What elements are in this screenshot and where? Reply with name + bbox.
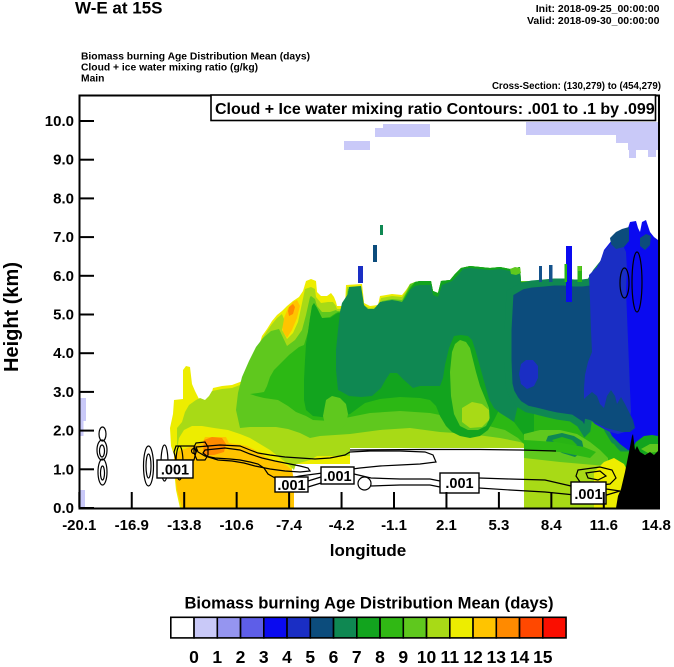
svg-text:W-E at 15S: W-E at 15S [75, 0, 163, 18]
svg-text:8.0: 8.0 [53, 190, 74, 207]
svg-text:Main: Main [81, 74, 104, 85]
svg-text:10: 10 [417, 647, 437, 667]
svg-text:-16.9: -16.9 [115, 517, 149, 534]
svg-text:.001: .001 [445, 476, 473, 492]
svg-text:6: 6 [329, 647, 339, 667]
svg-text:10.0: 10.0 [45, 113, 74, 130]
svg-text:Init: 2018-09-25_00:00:00: Init: 2018-09-25_00:00:00 [536, 3, 660, 15]
svg-text:15: 15 [533, 647, 553, 667]
svg-text:8.4: 8.4 [541, 517, 563, 534]
svg-text:-20.1: -20.1 [62, 517, 96, 534]
svg-text:.001: .001 [323, 469, 351, 485]
svg-text:Cloud + ice water mixing ratio: Cloud + ice water mixing ratio (g/kg) [81, 63, 258, 74]
svg-text:0.0: 0.0 [53, 500, 74, 517]
svg-text:.001: .001 [161, 463, 189, 479]
svg-text:2.1: 2.1 [436, 517, 457, 534]
svg-text:-1.1: -1.1 [381, 517, 407, 534]
svg-text:Biomass burning Age Distributi: Biomass burning Age Distribution Mean (d… [184, 594, 553, 613]
svg-text:longitude: longitude [330, 541, 406, 560]
svg-text:1: 1 [212, 647, 222, 667]
svg-text:7: 7 [352, 647, 362, 667]
svg-text:14.8: 14.8 [642, 517, 671, 534]
svg-text:Height (km): Height (km) [1, 262, 23, 372]
svg-text:11: 11 [441, 647, 460, 667]
svg-text:1.0: 1.0 [53, 461, 74, 478]
svg-text:3.0: 3.0 [53, 384, 74, 401]
svg-text:7.0: 7.0 [53, 229, 74, 246]
svg-text:0: 0 [189, 647, 199, 667]
svg-text:2.0: 2.0 [53, 423, 74, 440]
svg-text:4.0: 4.0 [53, 345, 74, 362]
svg-text:.001: .001 [574, 487, 602, 503]
svg-text:Cross-Section: (130,279) to (4: Cross-Section: (130,279) to (454,279) [492, 81, 661, 92]
svg-text:2: 2 [236, 647, 246, 667]
svg-text:Biomass burning Age Distributi: Biomass burning Age Distribution Mean (d… [81, 52, 310, 63]
svg-text:8: 8 [375, 647, 385, 667]
svg-text:-13.8: -13.8 [167, 517, 201, 534]
svg-text:-4.2: -4.2 [329, 517, 355, 534]
svg-text:Valid: 2018-09-30_00:00:00: Valid: 2018-09-30_00:00:00 [527, 15, 660, 27]
svg-text:5.3: 5.3 [488, 517, 509, 534]
svg-text:4: 4 [282, 647, 292, 667]
svg-text:12: 12 [463, 647, 483, 667]
svg-text:3: 3 [259, 647, 269, 667]
svg-text:Cloud + Ice water mixing ratio: Cloud + Ice water mixing ratio Contours:… [215, 101, 655, 118]
svg-text:14: 14 [510, 647, 530, 667]
svg-text:11.6: 11.6 [590, 517, 618, 534]
svg-text:5: 5 [305, 647, 315, 667]
svg-text:9: 9 [398, 647, 408, 667]
svg-text:9.0: 9.0 [53, 152, 74, 169]
svg-text:.001: .001 [277, 478, 305, 494]
svg-text:13: 13 [487, 647, 507, 667]
svg-text:6.0: 6.0 [53, 268, 74, 285]
svg-text:-7.4: -7.4 [276, 517, 303, 534]
svg-text:5.0: 5.0 [53, 307, 74, 324]
svg-text:-10.6: -10.6 [220, 517, 254, 534]
